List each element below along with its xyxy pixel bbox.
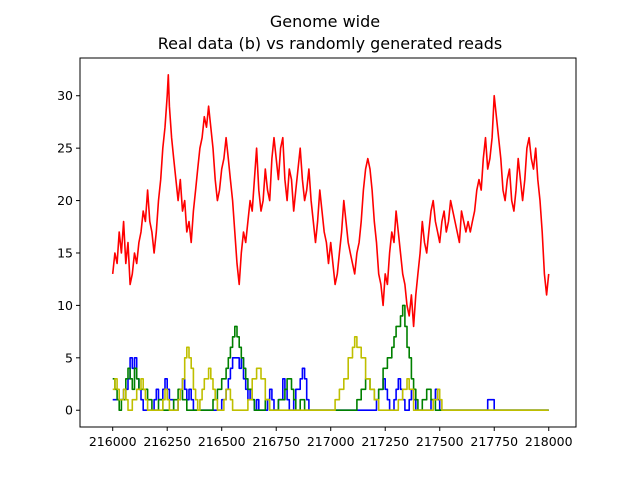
y-tick-label: 25	[57, 141, 73, 156]
y-tick-label: 10	[57, 298, 73, 313]
x-tick-label: 216250	[143, 434, 191, 449]
y-tick-label: 20	[57, 193, 73, 208]
chart-subtitle: Real data (b) vs randomly generated read…	[158, 34, 502, 53]
y-tick-label: 15	[57, 245, 73, 260]
y-tick-label: 30	[57, 88, 73, 103]
plot-frame	[79, 57, 577, 428]
x-tick-label: 217500	[416, 434, 464, 449]
x-tick-label: 216750	[252, 434, 300, 449]
x-tick-label: 216000	[89, 434, 137, 449]
x-tick-label: 218000	[525, 434, 573, 449]
series-line-4	[112, 336, 549, 411]
x-tick-label: 216500	[198, 434, 246, 449]
series-line-3	[112, 304, 549, 411]
x-tick-label: 217750	[470, 434, 518, 449]
chart-title: Genome wide	[270, 12, 380, 31]
axis-ticks: 216000 216250 216500 216750 217000 217250 2175…	[57, 88, 573, 449]
y-tick-label: 5	[65, 350, 73, 365]
series-layer	[111, 74, 550, 411]
series-line-1	[111, 74, 550, 328]
x-tick-label: 217000	[307, 434, 355, 449]
series-line-2	[112, 357, 549, 411]
x-tick-label: 217250	[361, 434, 409, 449]
y-tick-label: 0	[65, 403, 73, 418]
